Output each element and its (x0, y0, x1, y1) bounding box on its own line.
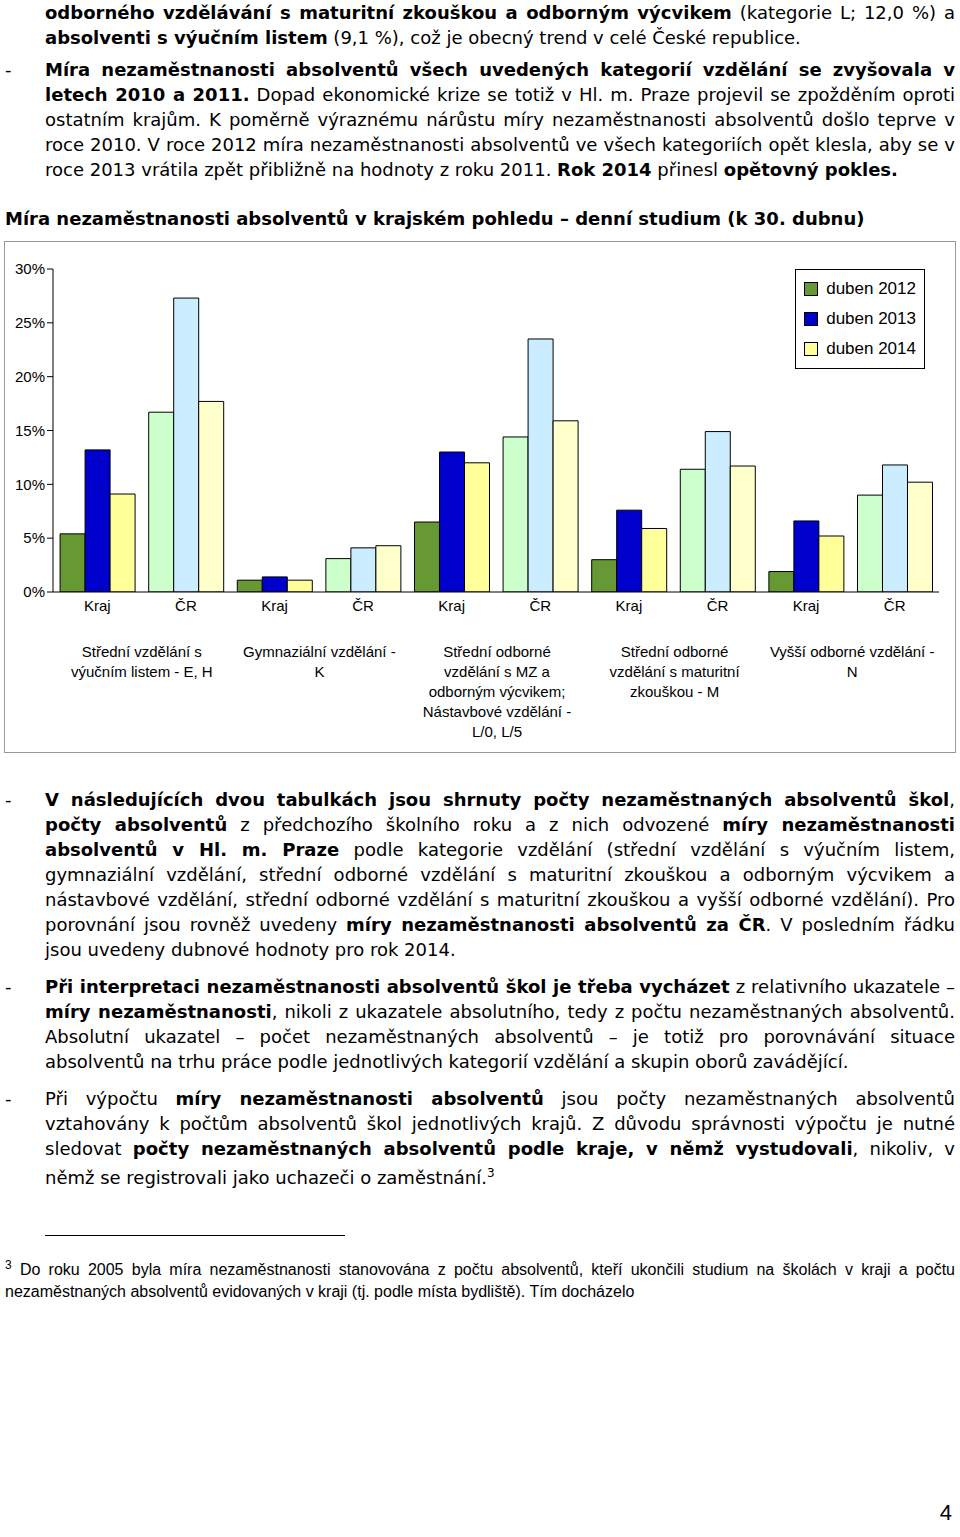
svg-text:5%: 5% (23, 529, 45, 546)
html-text:Vyšší odborné vzdělání - N: Vyšší odborné vzdělání - N (769, 643, 935, 680)
svg-text:10%: 10% (15, 476, 45, 493)
svg-text:ČR: ČR (529, 597, 551, 614)
html-text:Míra nezaměstnanosti absolvent: Míra nezaměstnanosti absolventů všech uv… (45, 59, 955, 180)
html-text:Při výpočtu míry nezaměstnanos: Při výpočtu míry nezaměstnanosti absolve… (45, 1088, 955, 1188)
svg-text:Kraj: Kraj (261, 597, 288, 614)
html-text:absolventi s výučním listem (9: absolventi s výučním listem (9,1 %), což… (45, 27, 801, 48)
svg-text:ČR: ČR (175, 597, 197, 614)
html-text:4: 4 (939, 1500, 952, 1525)
svg-text:Kraj: Kraj (84, 597, 111, 614)
html-text:duben 2013: duben 2013 (826, 309, 916, 328)
svg-text:20%: 20% (15, 368, 45, 385)
html-text:Míra nezaměstnanosti absolvent: Míra nezaměstnanosti absolventů v krajsk… (5, 208, 865, 229)
svg-text:15%: 15% (15, 422, 45, 439)
svg-text:ČR: ČR (884, 597, 906, 614)
svg-text:25%: 25% (15, 314, 45, 331)
html-text:počty absolventů z předchozího: počty absolventů z předchozího školního … (45, 814, 955, 960)
html-text:odborného vzdělávání s maturit: odborného vzdělávání s maturitní zkouško… (45, 2, 955, 23)
html-text:Střední vzdělání s výučním lis: Střední vzdělání s výučním listem - E, H (71, 643, 213, 680)
html-text:Gymnaziální vzdělání - K: Gymnaziální vzdělání - K (243, 643, 396, 680)
svg-text:Kraj: Kraj (616, 597, 643, 614)
svg-text:Kraj: Kraj (793, 597, 820, 614)
html-text:Střední odborné vzdělání s mat: Střední odborné vzdělání s maturitní zko… (609, 643, 740, 700)
html-text:V následujících dvou tabulkách: V následujících dvou tabulkách jsou shrn… (45, 789, 955, 810)
html-text:Při interpretaci nezaměstnanos: Při interpretaci nezaměstnanosti absolve… (45, 976, 955, 997)
html-text:míry nezaměstnanosti, nikoli z: míry nezaměstnanosti, nikoli z ukazatele… (45, 1001, 955, 1072)
svg-text:0%: 0% (23, 583, 45, 600)
svg-text:30%: 30% (15, 260, 45, 277)
html-text:Střední odborné vzdělání s MZ: Střední odborné vzdělání s MZ a odborným… (422, 643, 572, 740)
svg-text:ČR: ČR (707, 597, 729, 614)
svg-text:Kraj: Kraj (438, 597, 465, 614)
html-text:duben 2012: duben 2012 (826, 279, 916, 298)
html-text:3Do roku 2005 byla míra nezamě: 3Do roku 2005 byla míra nezaměstnanosti … (5, 1258, 955, 1301)
svg-text:ČR: ČR (352, 597, 374, 614)
html-text:duben 2014: duben 2014 (826, 339, 916, 358)
